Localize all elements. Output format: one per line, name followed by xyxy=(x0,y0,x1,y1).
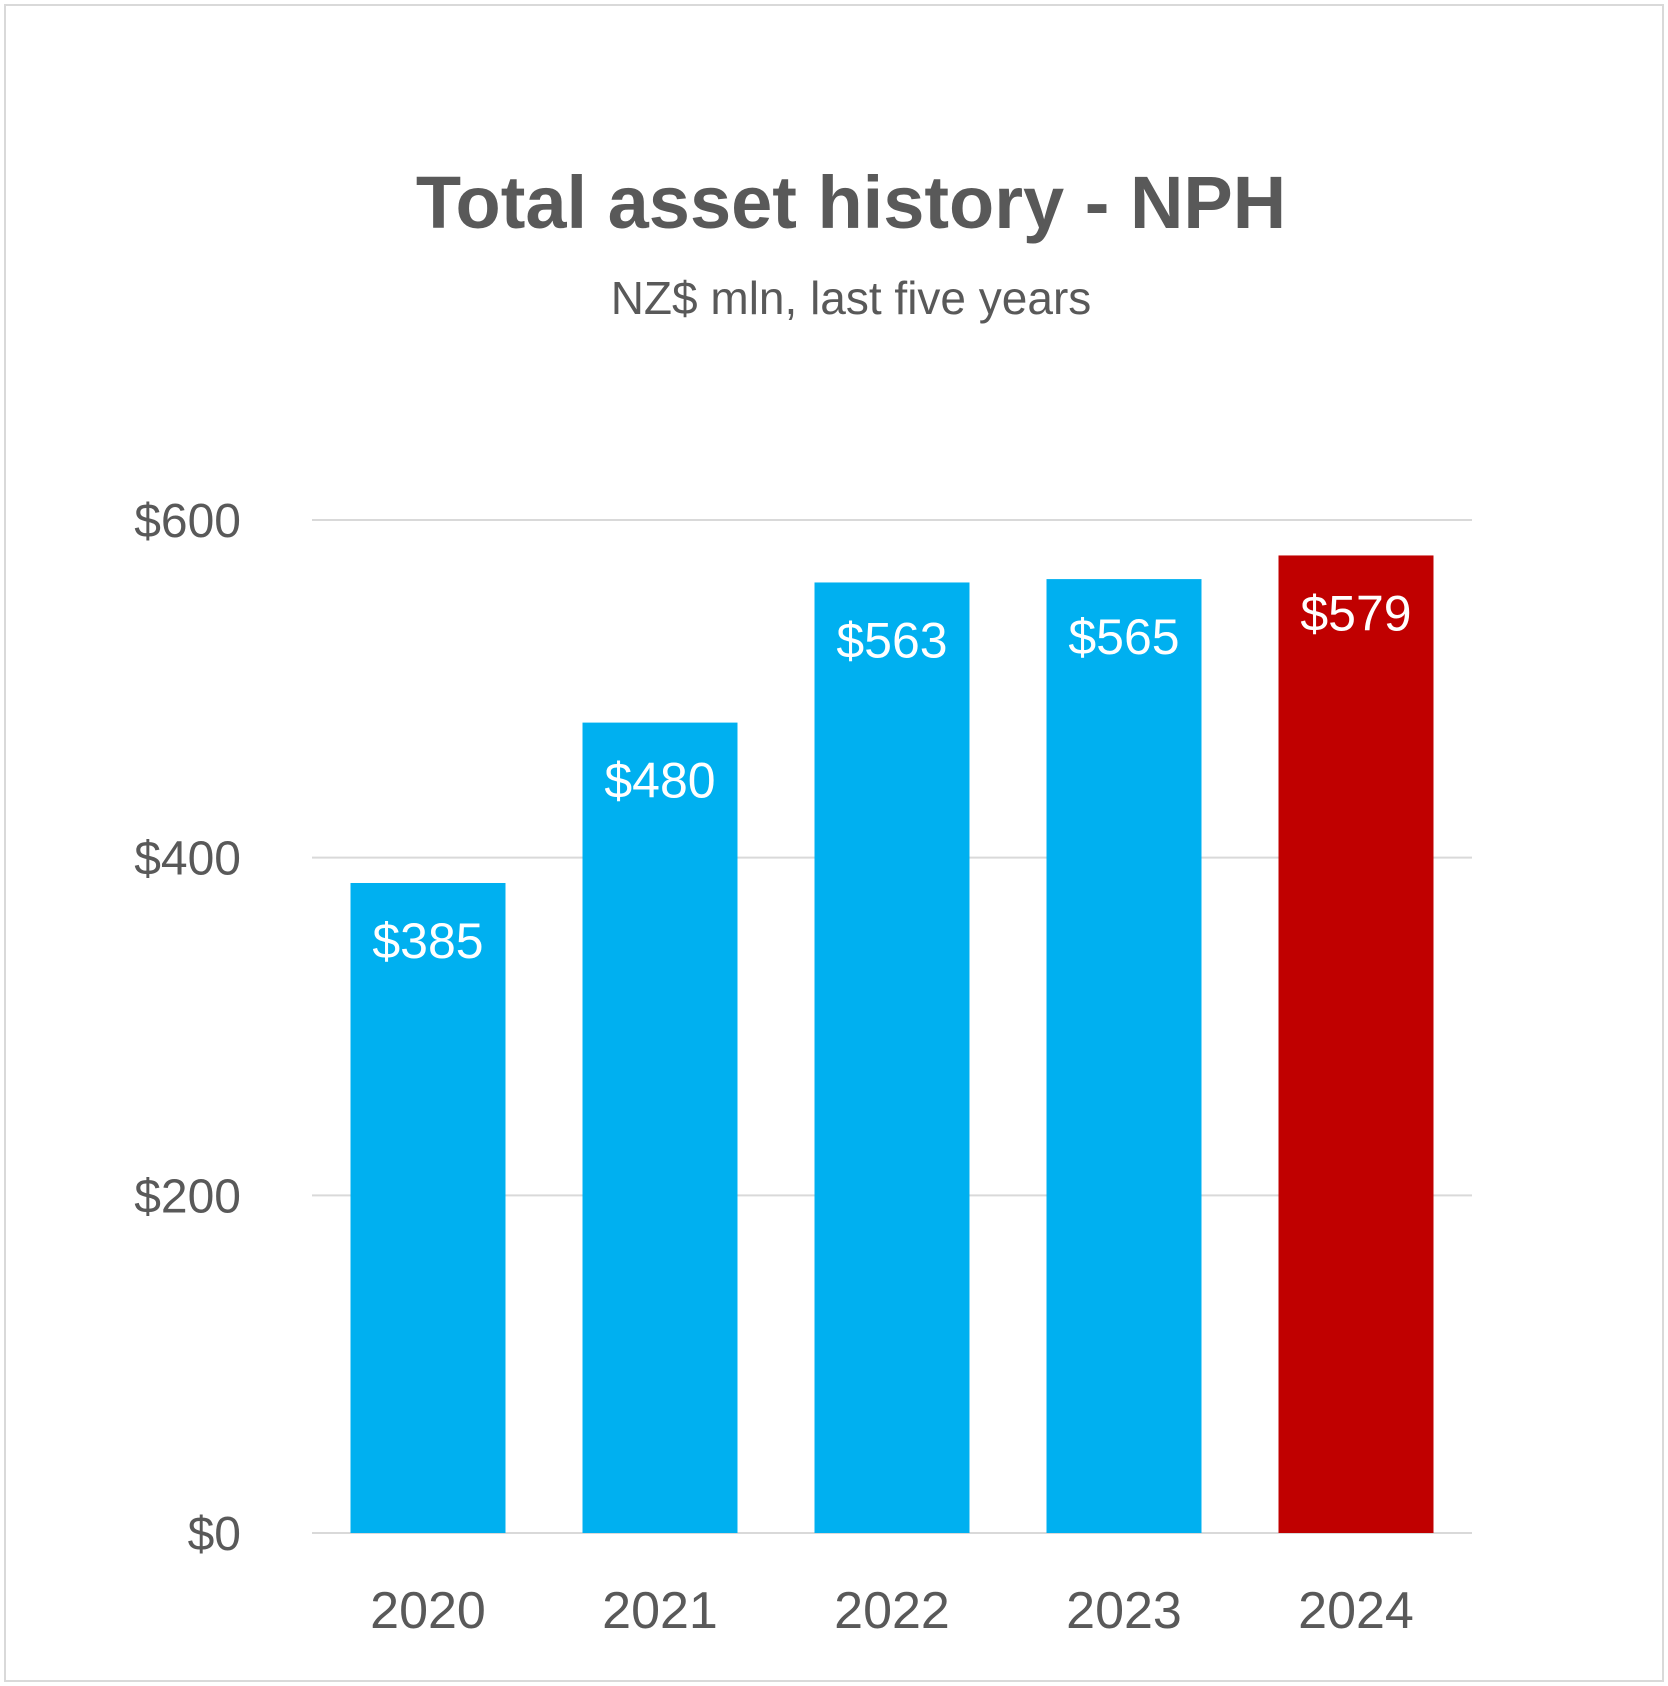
bars xyxy=(350,555,1434,1533)
x-axis-ticks: 2020 2021 2022 2023 2024 xyxy=(370,1582,1414,1640)
chart-title: Total asset history - NPH xyxy=(416,161,1286,244)
y-tick-label: $400 xyxy=(134,833,241,886)
y-tick-label: $600 xyxy=(134,495,241,548)
y-tick-label: $0 xyxy=(188,1508,241,1561)
x-tick-label-2022: 2022 xyxy=(834,1582,950,1640)
data-labels: $385 $480 $563 $565 $579 xyxy=(372,585,1411,969)
y-tick-label: $200 xyxy=(134,1170,241,1223)
bar-2020 xyxy=(350,882,506,1533)
x-tick-label-2021: 2021 xyxy=(602,1582,718,1640)
chart-subtitle: NZ$ mln, last five years xyxy=(611,272,1092,324)
data-label-2023: $565 xyxy=(1068,609,1179,665)
data-label-2021: $480 xyxy=(604,753,715,809)
y-axis-ticks: $0 $200 $400 $600 xyxy=(134,495,241,1561)
bar-2024 xyxy=(1278,555,1434,1533)
bar-2023 xyxy=(1046,579,1202,1533)
x-tick-label-2020: 2020 xyxy=(370,1582,486,1640)
data-label-2020: $385 xyxy=(372,913,483,969)
chart-frame: Total asset history - NPH NZ$ mln, last … xyxy=(4,4,1664,1682)
bar-2022 xyxy=(814,582,970,1533)
data-label-2022: $563 xyxy=(836,612,947,668)
bar-chart: Total asset history - NPH NZ$ mln, last … xyxy=(134,161,1472,1640)
x-tick-label-2023: 2023 xyxy=(1066,1582,1182,1640)
x-tick-label-2024: 2024 xyxy=(1298,1582,1414,1640)
bar-2021 xyxy=(582,722,738,1533)
data-label-2024: $579 xyxy=(1300,585,1411,641)
